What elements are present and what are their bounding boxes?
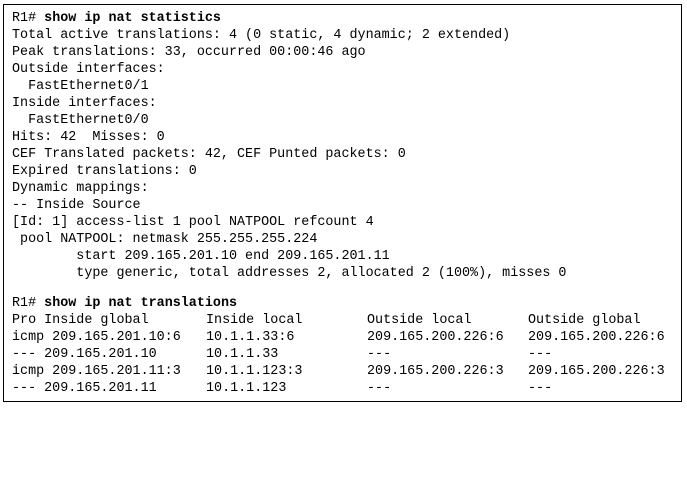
- table-row: --- 209.165.201.11 10.1.1.123 --- ---: [12, 380, 677, 397]
- cli-prompt: R1#: [12, 296, 37, 311]
- nat-translations-output: R1# show ip nat translations Pro Inside …: [12, 295, 677, 397]
- cell-inside-global: icmp 209.165.201.11:3: [12, 364, 181, 379]
- output-line: Inside interfaces:: [12, 96, 157, 111]
- output-line: start 209.165.201.10 end 209.165.201.11: [12, 249, 390, 264]
- table-row: icmp 209.165.201.11:3 10.1.1.123:3 209.1…: [12, 363, 677, 380]
- output-line: type generic, total addresses 2, allocat…: [12, 266, 567, 281]
- output-line: CEF Translated packets: 42, CEF Punted p…: [12, 147, 406, 162]
- cli-command: show ip nat statistics: [44, 11, 221, 26]
- cell-inside-global: icmp 209.165.201.10:6: [12, 330, 181, 345]
- output-line: Hits: 42 Misses: 0: [12, 130, 165, 145]
- cell-inside-local: 10.1.1.33:6: [206, 330, 295, 345]
- cli-command: show ip nat translations: [44, 296, 238, 311]
- cell-outside-global: 209.165.200.226:6: [528, 330, 665, 345]
- cell-inside-global: --- 209.165.201.10: [12, 347, 157, 362]
- header-outside-local: Outside local: [367, 313, 472, 328]
- translations-header-row: Pro Inside global Inside local Outside l…: [12, 312, 677, 329]
- cell-outside-local: 209.165.200.226:6: [367, 330, 504, 345]
- header-outside-global: Outside global: [528, 313, 641, 328]
- cell-inside-local: 10.1.1.123: [206, 381, 287, 396]
- terminal-output: R1# show ip nat statistics Total active …: [3, 4, 682, 402]
- cell-outside-local: ---: [367, 347, 392, 362]
- header-pro-inside-global: Pro Inside global: [12, 313, 149, 328]
- cell-outside-local: 209.165.200.226:3: [367, 364, 504, 379]
- output-line: Peak translations: 33, occurred 00:00:46…: [12, 45, 366, 60]
- output-line: FastEthernet0/0: [12, 113, 149, 128]
- cell-outside-global: 209.165.200.226:3: [528, 364, 665, 379]
- table-row: icmp 209.165.201.10:6 10.1.1.33:6 209.16…: [12, 329, 677, 346]
- cell-outside-global: ---: [528, 381, 553, 396]
- output-line: FastEthernet0/1: [12, 79, 149, 94]
- cell-outside-global: ---: [528, 347, 553, 362]
- cell-inside-local: 10.1.1.123:3: [206, 364, 303, 379]
- header-inside-local: Inside local: [206, 313, 303, 328]
- cell-outside-local: ---: [367, 381, 392, 396]
- nat-statistics-output: R1# show ip nat statistics Total active …: [12, 10, 677, 282]
- output-line: Outside interfaces:: [12, 62, 165, 77]
- output-line: [Id: 1] access-list 1 pool NATPOOL refco…: [12, 215, 374, 230]
- output-line: Total active translations: 4 (0 static, …: [12, 28, 511, 43]
- output-line: Expired translations: 0: [12, 164, 197, 179]
- output-line: Dynamic mappings:: [12, 181, 149, 196]
- output-line: -- Inside Source: [12, 198, 141, 213]
- cli-prompt: R1#: [12, 11, 37, 26]
- table-row: --- 209.165.201.10 10.1.1.33 --- ---: [12, 346, 677, 363]
- cell-inside-local: 10.1.1.33: [206, 347, 279, 362]
- translations-command-line: R1# show ip nat translations: [12, 295, 677, 312]
- cell-inside-global: --- 209.165.201.11: [12, 381, 157, 396]
- output-line: pool NATPOOL: netmask 255.255.255.224: [12, 232, 318, 247]
- statistics-command-line: R1# show ip nat statistics: [12, 10, 677, 27]
